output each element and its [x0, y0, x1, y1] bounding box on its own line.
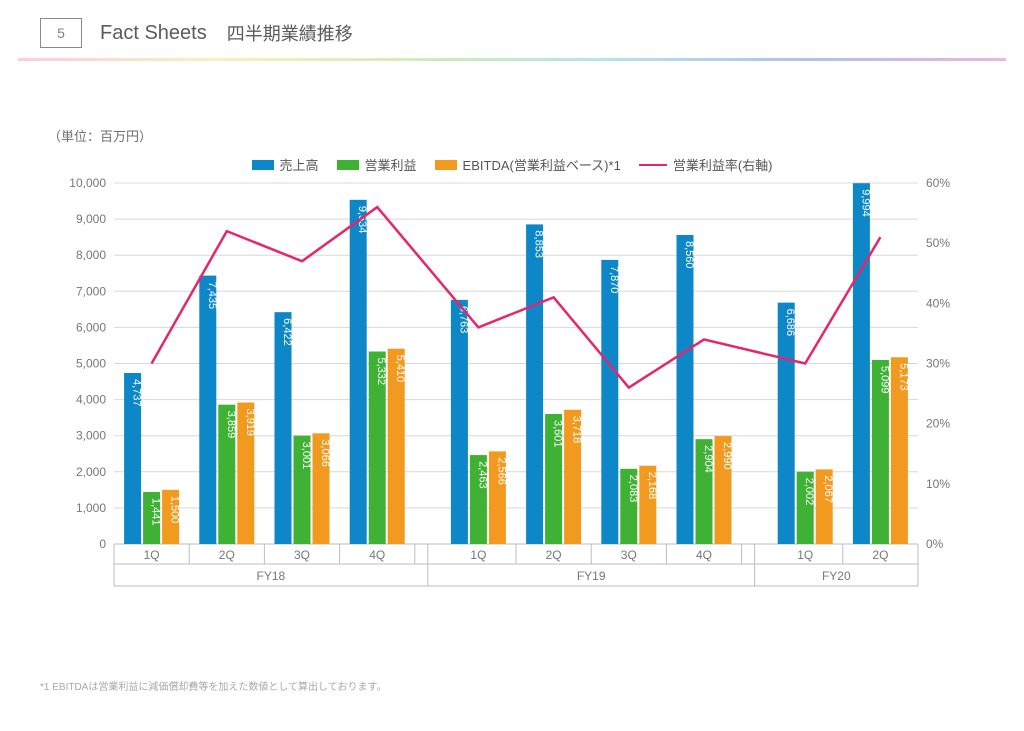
svg-text:8,000: 8,000: [76, 248, 106, 262]
svg-text:1,500: 1,500: [169, 496, 181, 524]
svg-text:1,000: 1,000: [76, 501, 106, 515]
svg-text:9,994: 9,994: [859, 189, 871, 217]
svg-text:3,001: 3,001: [300, 442, 312, 470]
svg-text:6,422: 6,422: [281, 318, 293, 346]
svg-text:4Q: 4Q: [369, 548, 385, 562]
page-header: 5 Fact Sheets 四半期業績推移: [0, 0, 1024, 58]
svg-text:20%: 20%: [926, 417, 950, 431]
svg-text:10%: 10%: [926, 477, 950, 491]
page-number: 5: [57, 25, 65, 41]
svg-text:FY20: FY20: [822, 569, 851, 583]
svg-text:40%: 40%: [926, 296, 950, 310]
svg-text:1Q: 1Q: [144, 548, 160, 562]
svg-text:5,173: 5,173: [897, 363, 909, 391]
svg-text:10,000: 10,000: [69, 176, 106, 190]
svg-text:8,560: 8,560: [683, 241, 695, 269]
svg-text:6,686: 6,686: [784, 309, 796, 337]
page-number-box: 5: [40, 18, 82, 48]
svg-text:3,601: 3,601: [552, 420, 564, 448]
svg-text:50%: 50%: [926, 236, 950, 250]
svg-text:3,718: 3,718: [571, 416, 583, 444]
svg-text:2,990: 2,990: [721, 442, 733, 470]
svg-text:2Q: 2Q: [219, 548, 235, 562]
svg-text:5,410: 5,410: [394, 355, 406, 383]
svg-text:1Q: 1Q: [470, 548, 486, 562]
svg-text:7,870: 7,870: [608, 266, 620, 294]
svg-text:3,000: 3,000: [76, 429, 106, 443]
svg-text:2,002: 2,002: [803, 478, 815, 506]
svg-text:3,066: 3,066: [319, 439, 331, 467]
svg-text:9,000: 9,000: [76, 212, 106, 226]
svg-text:2,463: 2,463: [476, 461, 488, 489]
svg-text:60%: 60%: [926, 176, 950, 190]
svg-text:2,083: 2,083: [627, 475, 639, 503]
svg-text:0%: 0%: [926, 537, 944, 551]
svg-text:2,168: 2,168: [646, 472, 658, 500]
svg-text:4,737: 4,737: [131, 379, 143, 407]
svg-text:3Q: 3Q: [621, 548, 637, 562]
chart-svg: 0 1,000 2,000 3,000 4,000 5,000 6,000 7,000 8,00…: [52, 155, 972, 610]
svg-text:30%: 30%: [926, 357, 950, 371]
svg-text:6,000: 6,000: [76, 320, 106, 334]
svg-text:0: 0: [99, 537, 106, 551]
page-title-en: Fact Sheets: [100, 22, 207, 45]
svg-text:2Q: 2Q: [872, 548, 888, 562]
page-title-jp: 四半期業績推移: [227, 20, 353, 46]
footnote: *1 EBITDAは営業利益に減価償却費等を加えた数値として算出しております。: [40, 678, 386, 693]
svg-text:2,000: 2,000: [76, 465, 106, 479]
svg-text:4Q: 4Q: [696, 548, 712, 562]
svg-text:1,441: 1,441: [150, 498, 162, 526]
svg-text:2,566: 2,566: [495, 457, 507, 485]
svg-text:4,000: 4,000: [76, 393, 106, 407]
svg-text:5,000: 5,000: [76, 357, 106, 371]
unit-label: （単位：百万円）: [48, 126, 1024, 145]
svg-text:8,853: 8,853: [533, 230, 545, 258]
svg-text:1Q: 1Q: [797, 548, 813, 562]
svg-text:3Q: 3Q: [294, 548, 310, 562]
svg-text:2,904: 2,904: [702, 445, 714, 473]
svg-text:3,859: 3,859: [225, 411, 237, 439]
rainbow-divider: [18, 58, 1006, 61]
svg-text:5,099: 5,099: [878, 366, 890, 394]
svg-text:3,919: 3,919: [244, 409, 256, 437]
svg-text:FY18: FY18: [257, 569, 286, 583]
svg-text:7,000: 7,000: [76, 284, 106, 298]
svg-text:2,067: 2,067: [822, 475, 834, 503]
svg-text:7,435: 7,435: [206, 282, 218, 310]
quarterly-chart: 売上高 営業利益 EBITDA(営業利益ベース)*1 営業利益率(右軸) 01,…: [52, 155, 972, 610]
svg-text:2Q: 2Q: [546, 548, 562, 562]
svg-text:FY19: FY19: [577, 569, 606, 583]
svg-text:5,332: 5,332: [375, 358, 387, 386]
